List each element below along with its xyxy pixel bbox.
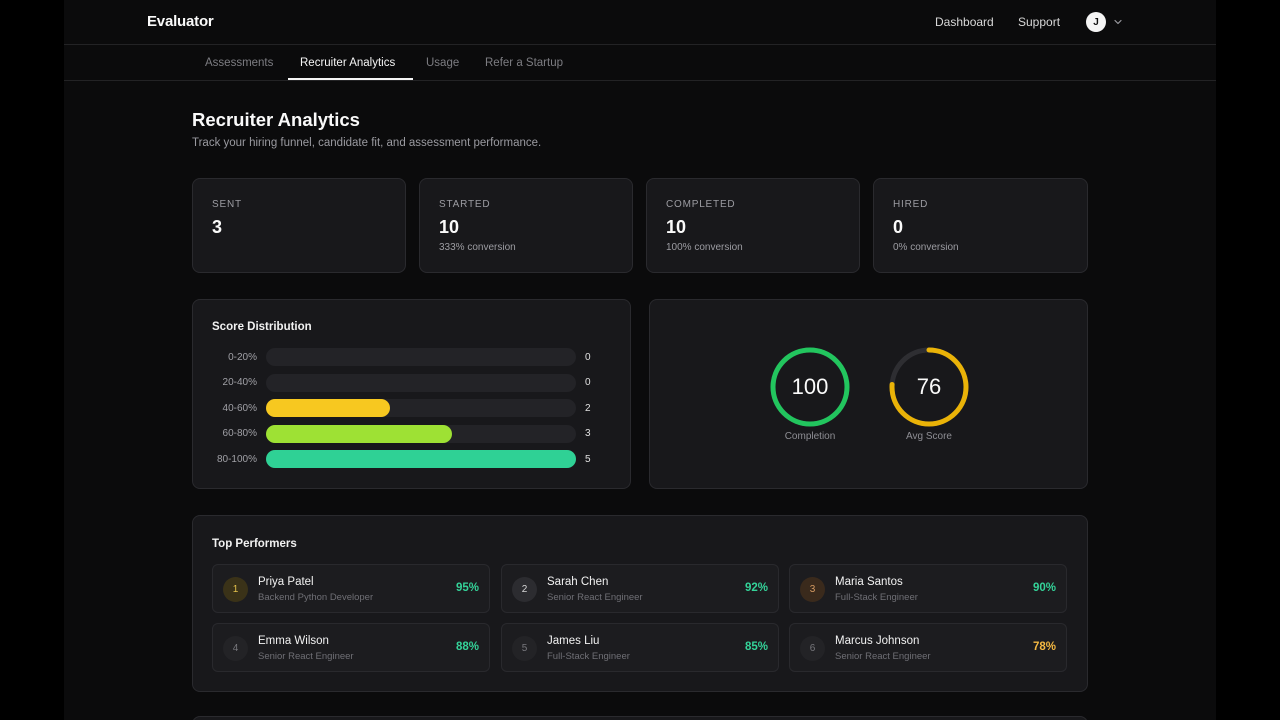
avg-score-ring-value: 76 — [916, 374, 942, 399]
progress-rings-card: 100 Completion 76 Avg Score — [649, 299, 1088, 489]
top-performers-title: Top Performers — [212, 538, 297, 550]
brand-logo[interactable]: Evaluator — [147, 13, 214, 30]
performer-role: Full-Stack Engineer — [835, 592, 918, 603]
score-distribution-title: Score Distribution — [212, 321, 312, 333]
performer-name: Priya Patel — [258, 576, 314, 588]
performer-role: Full-Stack Engineer — [547, 651, 630, 662]
rank-badge: 1 — [223, 577, 248, 602]
dist-track — [266, 450, 576, 468]
dist-bar — [266, 399, 390, 417]
dist-count: 5 — [585, 454, 591, 465]
dist-row-label: 80-100% — [216, 454, 257, 465]
stat-card-completed: COMPLETED 10 100% conversion — [646, 178, 860, 273]
performer-score: 95% — [455, 582, 479, 594]
stat-subtext: 0% conversion — [893, 242, 959, 253]
performer-role: Backend Python Developer — [258, 592, 374, 603]
tab-refer-a-startup[interactable]: Refer a Startup — [485, 57, 563, 69]
performer-score: 88% — [455, 641, 479, 653]
performer-name: Emma Wilson — [258, 635, 329, 647]
tab-usage[interactable]: Usage — [426, 57, 460, 69]
stat-value: 10 — [666, 217, 687, 237]
performer-name: Marcus Johnson — [835, 635, 920, 647]
performer-card[interactable]: 4 Emma Wilson Senior React Engineer 88% — [212, 623, 490, 672]
performer-role: Senior React Engineer — [258, 651, 354, 662]
dist-count: 0 — [585, 377, 591, 388]
performer-name: Sarah Chen — [547, 576, 609, 588]
stat-subtext: 333% conversion — [439, 242, 516, 253]
avg-score-ring-graphic — [889, 347, 969, 427]
user-avatar[interactable]: J — [1086, 12, 1106, 32]
nav-dashboard[interactable]: Dashboard — [935, 15, 994, 29]
dist-track — [266, 374, 576, 392]
dist-bar — [266, 425, 452, 443]
rank-badge: 6 — [800, 636, 825, 661]
tab-assessments[interactable]: Assessments — [205, 57, 274, 69]
rank-badge: 3 — [800, 577, 825, 602]
active-tab-indicator — [288, 78, 413, 80]
dist-row-label: 0-20% — [228, 352, 257, 363]
dist-track — [266, 425, 576, 443]
stat-label: SENT — [212, 199, 242, 210]
dist-bar — [266, 450, 576, 468]
performer-card[interactable]: 5 James Liu Full-Stack Engineer 85% — [501, 623, 779, 672]
chevron-down-icon[interactable] — [1112, 16, 1124, 28]
page-subtitle: Track your hiring funnel, candidate fit,… — [192, 137, 542, 149]
completion-ring: 100 — [768, 345, 852, 429]
rank-badge: 2 — [512, 577, 537, 602]
tab-recruiter-analytics[interactable]: Recruiter Analytics — [300, 57, 396, 69]
avg-score-ring-label: Avg Score — [906, 431, 952, 442]
tab-bar: Assessments Recruiter Analytics Usage Re… — [64, 45, 1216, 81]
stat-label: STARTED — [439, 199, 491, 210]
performer-score: 78% — [1032, 641, 1056, 653]
completion-ring-value: 100 — [791, 374, 829, 399]
dist-count: 0 — [585, 352, 591, 363]
performer-name: Maria Santos — [835, 576, 903, 588]
performer-card[interactable]: 2 Sarah Chen Senior React Engineer 92% — [501, 564, 779, 613]
top-performers-card: Top Performers 1 Priya Patel Backend Pyt… — [192, 515, 1088, 692]
rank-badge: 5 — [512, 636, 537, 661]
stat-value: 10 — [439, 217, 460, 237]
stat-label: COMPLETED — [666, 199, 736, 210]
dist-track — [266, 399, 576, 417]
performer-card[interactable]: 1 Priya Patel Backend Python Developer 9… — [212, 564, 490, 613]
score-distribution-card: Score Distribution 0-20% 0 20-40% 0 40-6… — [192, 299, 631, 489]
completion-ring-graphic — [770, 347, 850, 427]
stat-card-started: STARTED 10 333% conversion — [419, 178, 633, 273]
stat-card-sent: SENT 3 — [192, 178, 406, 273]
performer-score: 85% — [744, 641, 768, 653]
next-section-card — [192, 716, 1088, 720]
stat-value: 3 — [212, 217, 223, 237]
dist-row-label: 20-40% — [222, 377, 257, 388]
nav-support[interactable]: Support — [1018, 15, 1061, 29]
page-title: Recruiter Analytics — [192, 109, 360, 130]
rank-badge: 4 — [223, 636, 248, 661]
stat-value: 0 — [893, 217, 904, 237]
performer-card[interactable]: 3 Maria Santos Full-Stack Engineer 90% — [789, 564, 1067, 613]
dist-row-label: 60-80% — [222, 428, 257, 439]
stat-subtext: 100% conversion — [666, 242, 743, 253]
stat-label: HIRED — [893, 199, 929, 210]
performer-name: James Liu — [547, 635, 600, 647]
app-frame: Evaluator Dashboard Support J Assessment… — [64, 0, 1216, 720]
dist-count: 3 — [585, 428, 591, 439]
performer-role: Senior React Engineer — [835, 651, 931, 662]
completion-ring-label: Completion — [784, 431, 836, 442]
avg-score-ring: 76 — [887, 345, 971, 429]
performer-score: 90% — [1032, 582, 1056, 594]
dist-track — [266, 348, 576, 366]
dist-row-label: 40-60% — [222, 403, 257, 414]
performer-card[interactable]: 6 Marcus Johnson Senior React Engineer 7… — [789, 623, 1067, 672]
stat-card-hired: HIRED 0 0% conversion — [873, 178, 1088, 273]
dist-count: 2 — [585, 403, 591, 414]
top-bar: Evaluator Dashboard Support J — [64, 0, 1216, 45]
performer-score: 92% — [744, 582, 768, 594]
performer-role: Senior React Engineer — [547, 592, 643, 603]
